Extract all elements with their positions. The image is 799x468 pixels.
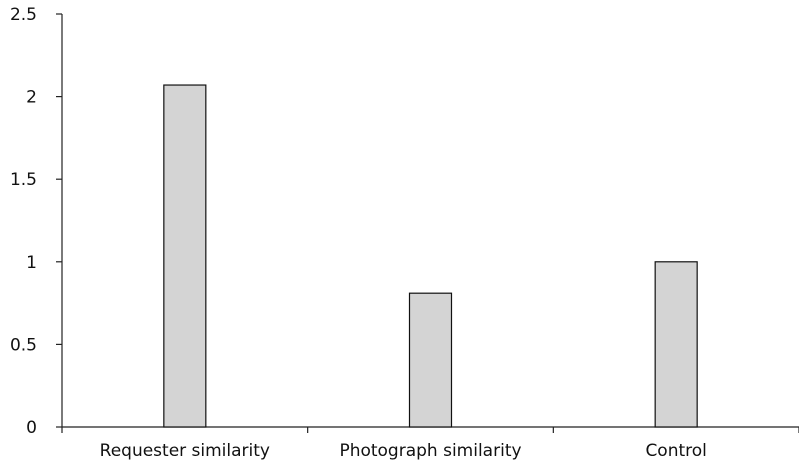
y-tick-label: 2.5 <box>10 5 37 25</box>
y-tick-label: 1.5 <box>10 170 37 190</box>
x-tick-label: Requester similarity <box>100 441 270 461</box>
y-axis: 0 0.5 1 1.5 2 2.5 <box>10 5 63 438</box>
y-tick-label: 0.5 <box>10 335 37 355</box>
bars <box>163 84 698 428</box>
x-axis: Requester similarity Photograph similarit… <box>61 426 799 461</box>
y-tick-label: 1 <box>26 253 37 273</box>
y-tick-label: 0 <box>26 418 37 438</box>
bar <box>163 84 207 428</box>
y-tick-label: 2 <box>26 88 37 108</box>
bar <box>408 292 453 428</box>
x-tick-label: Photograph similarity <box>339 441 521 461</box>
x-tick-label: Control <box>645 441 706 461</box>
bar <box>654 261 698 428</box>
